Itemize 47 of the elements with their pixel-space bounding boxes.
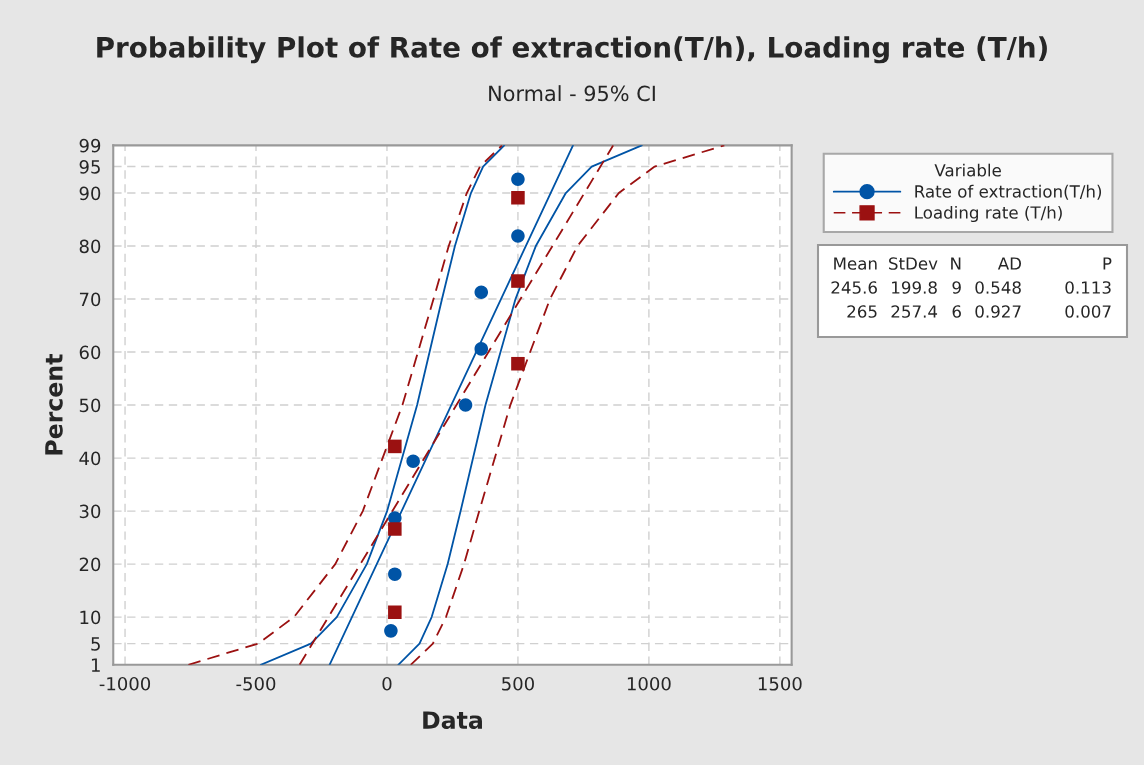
x-tick-label: -1000	[99, 676, 151, 691]
point	[474, 342, 489, 356]
point	[388, 605, 402, 620]
point	[406, 454, 420, 469]
line-series	[187, 145, 503, 665]
y-tick-label: 10	[80, 610, 101, 625]
text: 245.6 199.8 9 0.548 0.113	[831, 281, 1111, 294]
y-tick-label: 30	[79, 504, 101, 519]
x-tick-label: 500	[502, 676, 534, 691]
point	[474, 285, 489, 299]
y-tick-label: 20	[79, 557, 101, 572]
line-series	[259, 145, 506, 665]
y-tick-label: 90	[79, 186, 101, 201]
y-tick-label: 95	[79, 160, 100, 174]
y-tick-label: 70	[79, 292, 101, 307]
point	[388, 522, 402, 536]
y-tick-label: 1	[91, 658, 100, 672]
line-series	[409, 145, 726, 665]
chart-subtitle: Normal - 95% CI	[489, 85, 655, 102]
legend-label: Loading rate (T/h)	[915, 205, 1062, 223]
y-tick-label: 40	[79, 451, 101, 466]
point	[388, 567, 402, 581]
point	[384, 624, 398, 638]
x-tick-label: 1500	[758, 676, 802, 691]
y-tick-label: 60	[79, 345, 101, 360]
y-tick-label: 5	[91, 637, 100, 651]
point	[511, 191, 525, 205]
point	[388, 439, 402, 454]
x-tick-label: 0	[382, 676, 392, 691]
y-axis-title: Percent	[45, 354, 63, 455]
point	[511, 274, 525, 288]
text: 265 257.4 6 0.927 0.007	[847, 305, 1111, 318]
legend-title: Variable	[934, 163, 1001, 177]
point	[511, 172, 525, 187]
point	[511, 229, 525, 243]
y-tick-label: 99	[79, 138, 101, 153]
y-tick-label: 80	[79, 239, 101, 254]
x-tick-label: 1000	[627, 676, 671, 691]
point	[458, 398, 473, 412]
y-tick-label: 50	[79, 398, 101, 413]
chart-title: Probability Plot of Rate of extraction(T/h), Loading rate (T/h)	[97, 36, 1047, 64]
text: Mean StDev N AD P	[834, 257, 1112, 270]
line-series	[397, 145, 643, 665]
legend-label: Rate of extraction(T/h)	[915, 184, 1102, 200]
x-tick-label: -500	[236, 676, 276, 691]
x-axis-title: Data	[423, 711, 482, 730]
point	[511, 356, 525, 371]
